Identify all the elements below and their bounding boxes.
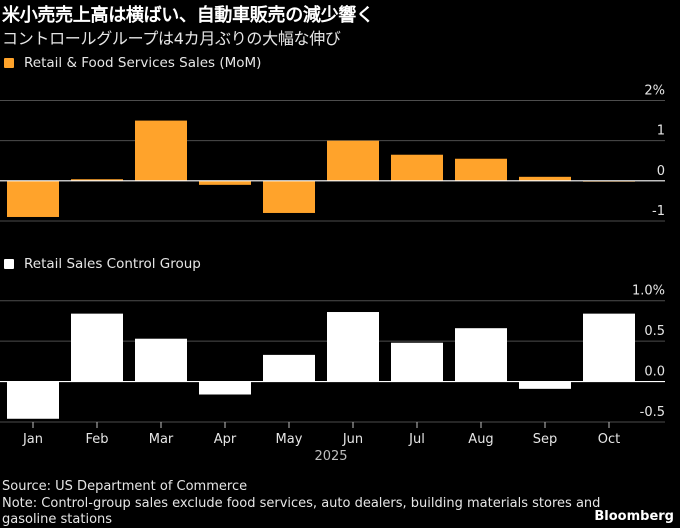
bar-top-jan (7, 180, 59, 217)
bar-bottom-may (263, 354, 315, 382)
x-tick-label-feb: Feb (85, 432, 108, 447)
legend-bottom: Retail Sales Control Group (4, 256, 201, 272)
x-axis-year-label: 2025 (314, 449, 347, 464)
x-tick-label-sep: Sep (533, 432, 558, 447)
bar-top-jun (327, 140, 379, 181)
bar-top-mar (135, 120, 187, 181)
bar-bottom-oct (583, 313, 635, 382)
source-note: Source: US Department of Commerce (2, 479, 248, 494)
chart-title: 米小売売上高は横ばい、自動車販売の減少響く (2, 5, 374, 26)
legend-top: Retail & Food Services Sales (MoM) (4, 55, 261, 71)
y-tick-label-bottom-0: 1.0% (632, 284, 665, 299)
bloomberg-logo: Bloomberg (594, 509, 674, 524)
bar-top-apr (199, 180, 251, 185)
y-tick-label-top-1: 1 (657, 124, 665, 139)
y-tick-label-bottom-3: -0.5 (640, 405, 665, 420)
y-tick-label-bottom-1: 0.5 (644, 324, 665, 339)
x-tick-label-mar: Mar (149, 432, 174, 447)
y-tick-label-top-3: -1 (652, 204, 665, 219)
legend-swatch-retail-food (4, 58, 14, 68)
legend-label-retail-food: Retail & Food Services Sales (MoM) (24, 55, 262, 71)
legend-label-control-group: Retail Sales Control Group (24, 256, 201, 272)
bar-bottom-feb (71, 313, 123, 382)
x-tick-label-aug: Aug (468, 432, 493, 447)
bar-top-sep (519, 176, 571, 181)
x-tick-label-may: May (276, 432, 303, 447)
bar-top-may (263, 180, 315, 213)
chart-subtitle: コントロールグループは4カ月ぶりの大幅な伸び (2, 29, 341, 48)
bar-bottom-apr (199, 381, 251, 395)
bar-bottom-sep (519, 381, 571, 389)
bar-bottom-mar (135, 338, 187, 382)
y-tick-label-bottom-2: 0.0 (644, 365, 665, 380)
footnote-line-2: gasoline stations (2, 512, 113, 527)
bar-top-feb (71, 179, 123, 181)
bar-bottom-jan (7, 381, 59, 419)
footnote-line-1: Note: Control-group sales exclude food s… (2, 496, 601, 511)
x-tick-label-jun: Jun (342, 432, 363, 447)
bar-top-aug (455, 158, 507, 181)
x-tick-label-oct: Oct (598, 432, 620, 447)
x-tick-label-apr: Apr (214, 432, 237, 447)
bar-bottom-jul (391, 342, 443, 382)
bar-bottom-jun (327, 312, 379, 382)
bar-bottom-aug (455, 328, 507, 382)
y-tick-label-top-2: 0 (657, 164, 665, 179)
x-tick-label-jan: Jan (22, 432, 43, 447)
x-tick-label-jul: Jul (408, 432, 425, 447)
bar-top-jul (391, 154, 443, 181)
y-tick-label-top-0: 2% (644, 84, 665, 99)
legend-swatch-control-group (4, 259, 14, 269)
